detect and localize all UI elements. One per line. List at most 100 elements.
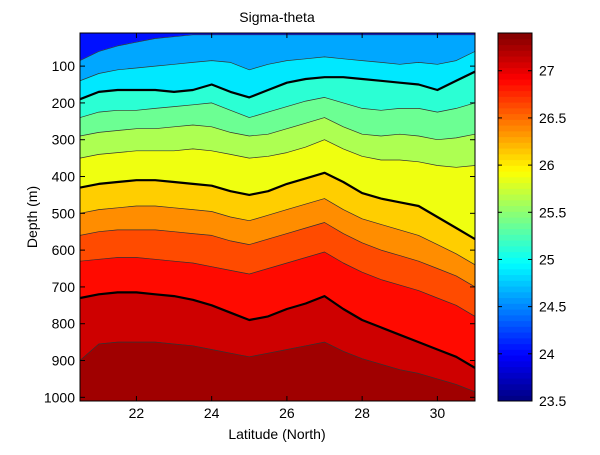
- x-tick-label: 30: [430, 405, 446, 421]
- colorbar-band: [498, 56, 532, 63]
- y-tick-label: 500: [52, 205, 76, 221]
- colorbar-tick-label: 25: [539, 251, 555, 267]
- colorbar-band: [498, 44, 532, 51]
- colorbar-tick-label: 23.5: [539, 393, 566, 409]
- colorbar-band: [498, 326, 532, 333]
- colorbar-band: [498, 251, 532, 258]
- y-tick-label: 800: [52, 316, 76, 332]
- y-tick-label: 400: [52, 169, 76, 185]
- colorbar-tick-label: 25.5: [539, 204, 566, 220]
- colorbar-band: [498, 148, 532, 155]
- colorbar-band: [498, 280, 532, 287]
- colorbar-band: [498, 125, 532, 132]
- colorbar-band: [498, 67, 532, 74]
- isopycnal-line: [80, 222, 475, 288]
- isopycnal-line: [80, 198, 475, 266]
- colorbar-band: [498, 332, 532, 339]
- colorbar-band: [498, 153, 532, 161]
- colorbar-band: [498, 314, 532, 322]
- colorbar-band: [498, 90, 532, 97]
- y-axis-label: Depth (m): [24, 186, 40, 248]
- colorbar-tick-label: 24.5: [539, 299, 566, 315]
- colorbar-band: [498, 142, 532, 149]
- colorbar: [498, 33, 532, 401]
- isopycnal-line: [80, 51, 475, 82]
- isopycnal-bold-line: [80, 171, 475, 241]
- colorbar-band: [498, 343, 532, 350]
- colorbar-band: [498, 130, 532, 138]
- x-axis-label: Latitude (North): [228, 426, 325, 442]
- colorbar-band: [498, 234, 532, 241]
- colorbar-band: [498, 303, 532, 310]
- colorbar-band: [498, 33, 532, 40]
- colorbar-tick-label: 27: [539, 63, 555, 79]
- colorbar-band: [498, 188, 532, 195]
- colorbar-band: [498, 349, 532, 356]
- colorbar-band: [498, 228, 532, 235]
- colorbar-band: [498, 378, 532, 385]
- colorbar-band: [498, 291, 532, 299]
- colorbar-band: [498, 355, 532, 362]
- colorbar-band: [498, 245, 532, 253]
- colorbar-band: [498, 263, 532, 270]
- colorbar-band: [498, 136, 532, 143]
- y-tick-label: 100: [52, 58, 76, 74]
- colorbar-tick-label: 24: [539, 346, 555, 362]
- colorbar-band: [498, 383, 532, 391]
- colorbar-band: [498, 395, 532, 401]
- chart-title: Sigma-theta: [239, 9, 315, 25]
- colorbar-band: [498, 84, 532, 92]
- colorbar-band: [498, 217, 532, 224]
- y-tick-label: 1000: [44, 389, 75, 405]
- y-tick-label: 200: [52, 95, 76, 111]
- colorbar-band: [498, 211, 532, 218]
- colorbar-frame: [497, 32, 533, 402]
- isopycnal-bold-line: [80, 291, 475, 369]
- isopycnal-line: [80, 341, 475, 393]
- colorbar-band: [498, 38, 532, 46]
- isopycnal-contours: [80, 34, 475, 393]
- colorbar-band: [498, 61, 532, 69]
- colorbar-band: [498, 73, 532, 80]
- colorbar-band: [498, 176, 532, 184]
- colorbar-band: [498, 96, 532, 103]
- x-tick-label: 24: [204, 405, 220, 421]
- isopycnal-line: [80, 34, 475, 61]
- colorbar-band: [498, 309, 532, 316]
- colorbar-band: [498, 297, 532, 304]
- plot-frame: [79, 32, 476, 402]
- colorbar-band: [498, 171, 532, 178]
- colorbar-band: [498, 102, 532, 109]
- y-tick-label: 600: [52, 242, 76, 258]
- y-axis: 100 200 300 400 500 600 700 800 900 1000: [44, 58, 475, 405]
- isopycnal-line: [80, 251, 475, 317]
- isopycnal-line: [80, 97, 475, 118]
- colorbar-band: [498, 274, 532, 281]
- colorbar-band: [498, 286, 532, 293]
- colorbar-band: [498, 182, 532, 189]
- y-tick-label: 300: [52, 132, 76, 148]
- colorbar-band: [498, 159, 532, 166]
- colorbar-band: [498, 50, 532, 57]
- y-tick-label: 700: [52, 279, 76, 295]
- colorbar-band: [498, 389, 532, 396]
- colorbar-band: [498, 194, 532, 201]
- colorbar-band: [498, 268, 532, 276]
- x-tick-label: 26: [279, 405, 295, 421]
- colorbar-ticks: 23.5 24 24.5 25 25.5 26 26.5 27: [498, 63, 566, 409]
- colorbar-band: [498, 337, 532, 345]
- colorbar-band: [498, 366, 532, 373]
- isopycnal-line: [80, 139, 475, 168]
- colorbar-band: [498, 205, 532, 212]
- x-axis: 22 24 26 28 30: [129, 33, 446, 421]
- colorbar-tick-label: 26.5: [539, 110, 566, 126]
- colorbar-band: [498, 79, 532, 86]
- colorbar-band: [498, 372, 532, 379]
- colorbar-band: [498, 165, 532, 172]
- isopycnal-line: [80, 117, 475, 141]
- colorbar-band: [498, 222, 532, 230]
- y-tick-label: 900: [52, 353, 76, 369]
- colorbar-band: [498, 199, 532, 207]
